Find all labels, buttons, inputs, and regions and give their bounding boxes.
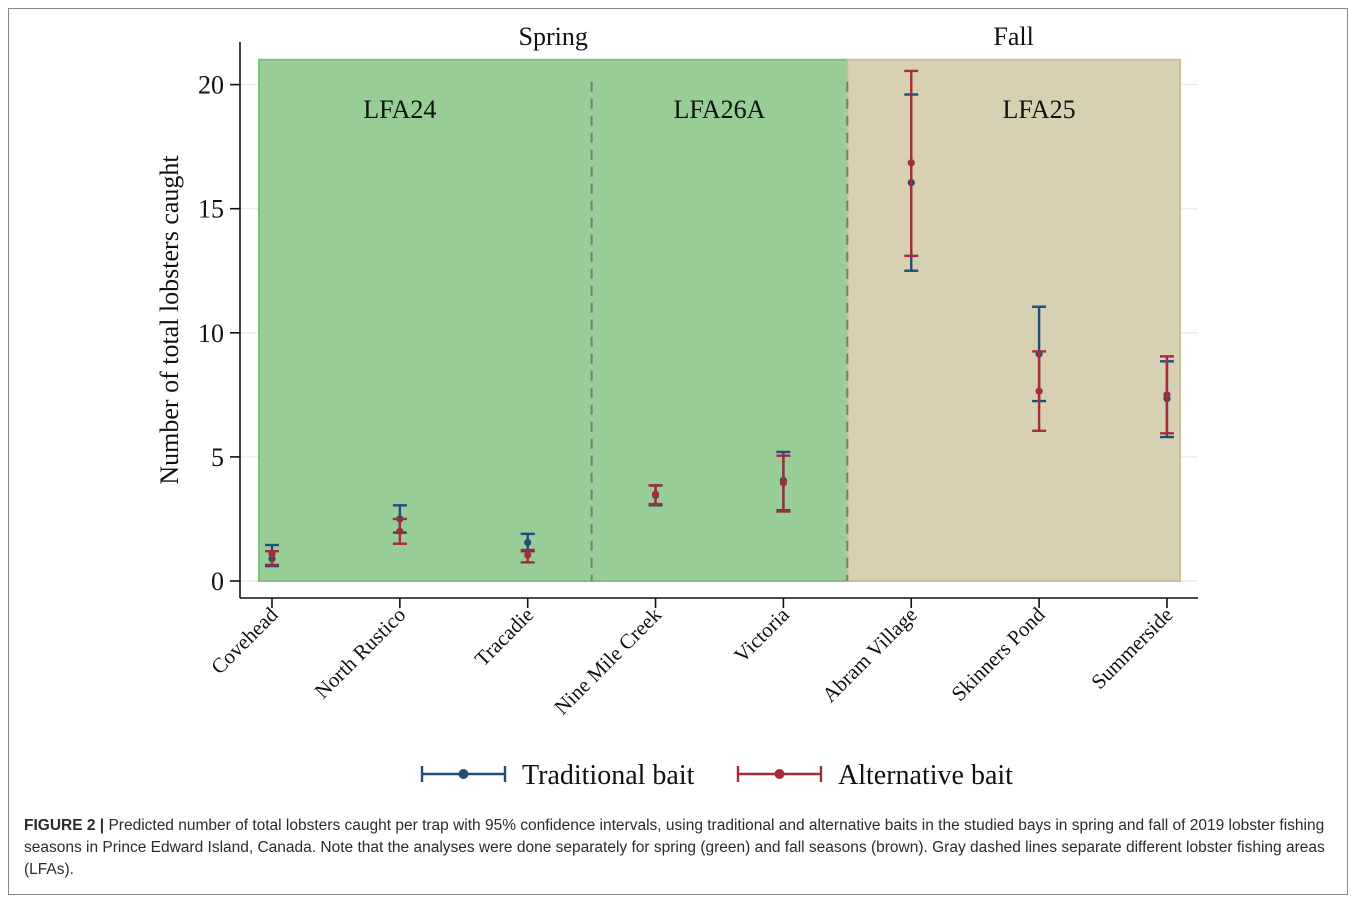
x-tick-label: Victoria (729, 602, 794, 667)
season-band (846, 58, 1181, 582)
x-tick-label: Covehead (206, 602, 283, 679)
season-bands (258, 58, 1181, 582)
caption-text: Predicted number of total lobsters caugh… (24, 817, 1325, 878)
area-labels: LFA24 LFA26A LFA25 (363, 95, 1075, 124)
y-tick-label: 10 (198, 319, 224, 348)
y-tick-label: 15 (198, 195, 224, 224)
data-point (1035, 387, 1043, 395)
legend-marker (774, 769, 785, 779)
lfa-dividers (590, 81, 849, 581)
data-point (396, 527, 404, 535)
season-labels: Spring Fall (518, 22, 1033, 51)
y-tick-label: 20 (198, 71, 224, 100)
legend: Traditional bait Alternative bait (420, 760, 1013, 791)
season-label: Spring (518, 22, 587, 51)
legend-marker (458, 769, 469, 779)
y-tick-label: 0 (211, 567, 224, 596)
x-tick-label: Tracadie (470, 603, 538, 671)
x-tick-label: North Rustico (310, 603, 411, 704)
area-label: LFA25 (1002, 95, 1075, 124)
data-point (268, 550, 276, 558)
x-tick-label: Nine Mile Creek (549, 602, 666, 719)
data-point (1163, 391, 1171, 399)
data-marks (265, 69, 1174, 568)
chart: Spring Fall LFA24 LFA26A LFA25 0 5 10 15 20 Cove… (155, 22, 1198, 791)
legend-label: Alternative bait (838, 760, 1013, 791)
data-point (907, 159, 915, 167)
season-band (258, 58, 849, 582)
area-label: LFA26A (673, 95, 765, 124)
figure-caption: FIGURE 2 | Predicted number of total lob… (24, 815, 1336, 881)
data-point (651, 490, 660, 498)
area-label: LFA24 (363, 95, 436, 124)
data-point (524, 538, 532, 547)
x-tick-label: Summerside (1086, 603, 1177, 694)
x-tick-label: Skinners Pond (946, 602, 1050, 706)
x-tick-label: Abram Village (817, 603, 921, 707)
y-tick-label: 5 (211, 443, 224, 472)
legend-label: Traditional bait (522, 760, 695, 791)
season-label: Fall (993, 22, 1033, 51)
data-point (524, 551, 532, 559)
y-axis-label: Number of total lobsters caught (155, 155, 184, 485)
caption-label: FIGURE 2 | (24, 817, 105, 834)
data-point (779, 479, 788, 487)
